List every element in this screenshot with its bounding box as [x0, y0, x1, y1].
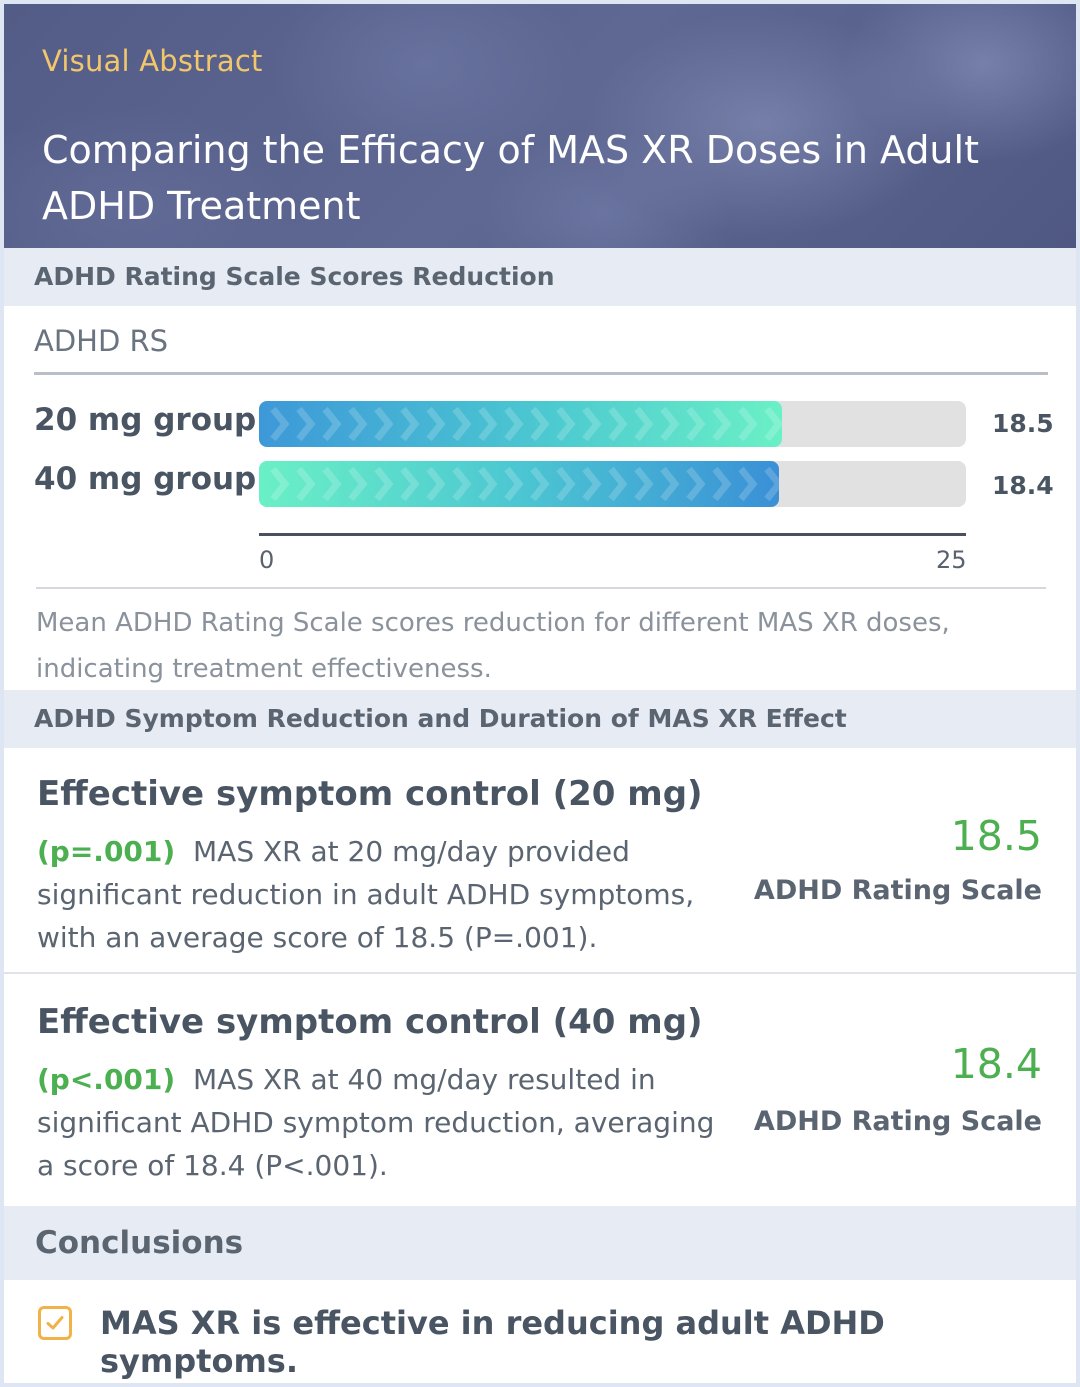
- bar-track-40mg: [259, 461, 966, 507]
- bar-20mg: [259, 401, 782, 447]
- finding-value: 18.5: [950, 812, 1042, 860]
- checkbox-icon: [38, 1306, 72, 1340]
- checkmark-icon: [46, 1316, 64, 1330]
- page-title: Comparing the Efficacy of MAS XR Doses i…: [42, 128, 979, 228]
- bar-track-20mg: [259, 401, 966, 447]
- x-tick-min: 0: [259, 546, 275, 574]
- x-axis-line: [259, 533, 966, 536]
- finding-body: (p=.001) MAS XR at 20 mg/day provided si…: [37, 830, 737, 959]
- finding-unit: ADHD Rating Scale: [753, 875, 1042, 906]
- section-heading-chart: ADHD Rating Scale Scores Reduction: [4, 248, 1076, 306]
- finding-unit: ADHD Rating Scale: [753, 1106, 1042, 1137]
- section-heading-conclusions: Conclusions: [4, 1206, 1076, 1280]
- section-heading-findings: ADHD Symptom Reduction and Duration of M…: [4, 690, 1076, 748]
- finding-value: 18.4: [950, 1040, 1042, 1088]
- finding-title: Effective symptom control (20 mg): [37, 774, 703, 814]
- chart-caption: Mean ADHD Rating Scale scores reduction …: [36, 608, 950, 684]
- eyebrow-label: Visual Abstract: [42, 44, 263, 78]
- p-value: (p=.001): [37, 835, 176, 868]
- bar-value-20mg: 18.5: [992, 409, 1054, 438]
- finding-title: Effective symptom control (40 mg): [37, 1002, 703, 1042]
- finding-body: (p<.001) MAS XR at 40 mg/day resulted in…: [37, 1058, 737, 1187]
- caption-divider: [36, 587, 1046, 589]
- conclusion-item: MAS XR is effective in reducing adult AD…: [100, 1304, 885, 1380]
- finding-text: MAS XR at 20 mg/day provided significant…: [37, 835, 695, 954]
- chart-divider: [34, 372, 1048, 375]
- header-banner: Visual Abstract Comparing the Efficacy o…: [4, 4, 1076, 248]
- finding-divider: [4, 972, 1076, 974]
- visual-abstract-card: Visual Abstract Comparing the Efficacy o…: [4, 4, 1076, 1383]
- chart-label: ADHD RS: [34, 324, 169, 358]
- x-tick-max: 25: [936, 546, 967, 574]
- bar-label-20mg: 20 mg group: [34, 402, 257, 438]
- bar-value-40mg: 18.4: [992, 471, 1054, 500]
- bar-40mg: [259, 461, 779, 507]
- finding-text: MAS XR at 40 mg/day resulted in signific…: [37, 1063, 715, 1182]
- p-value: (p<.001): [37, 1063, 176, 1096]
- bar-label-40mg: 40 mg group: [34, 461, 257, 497]
